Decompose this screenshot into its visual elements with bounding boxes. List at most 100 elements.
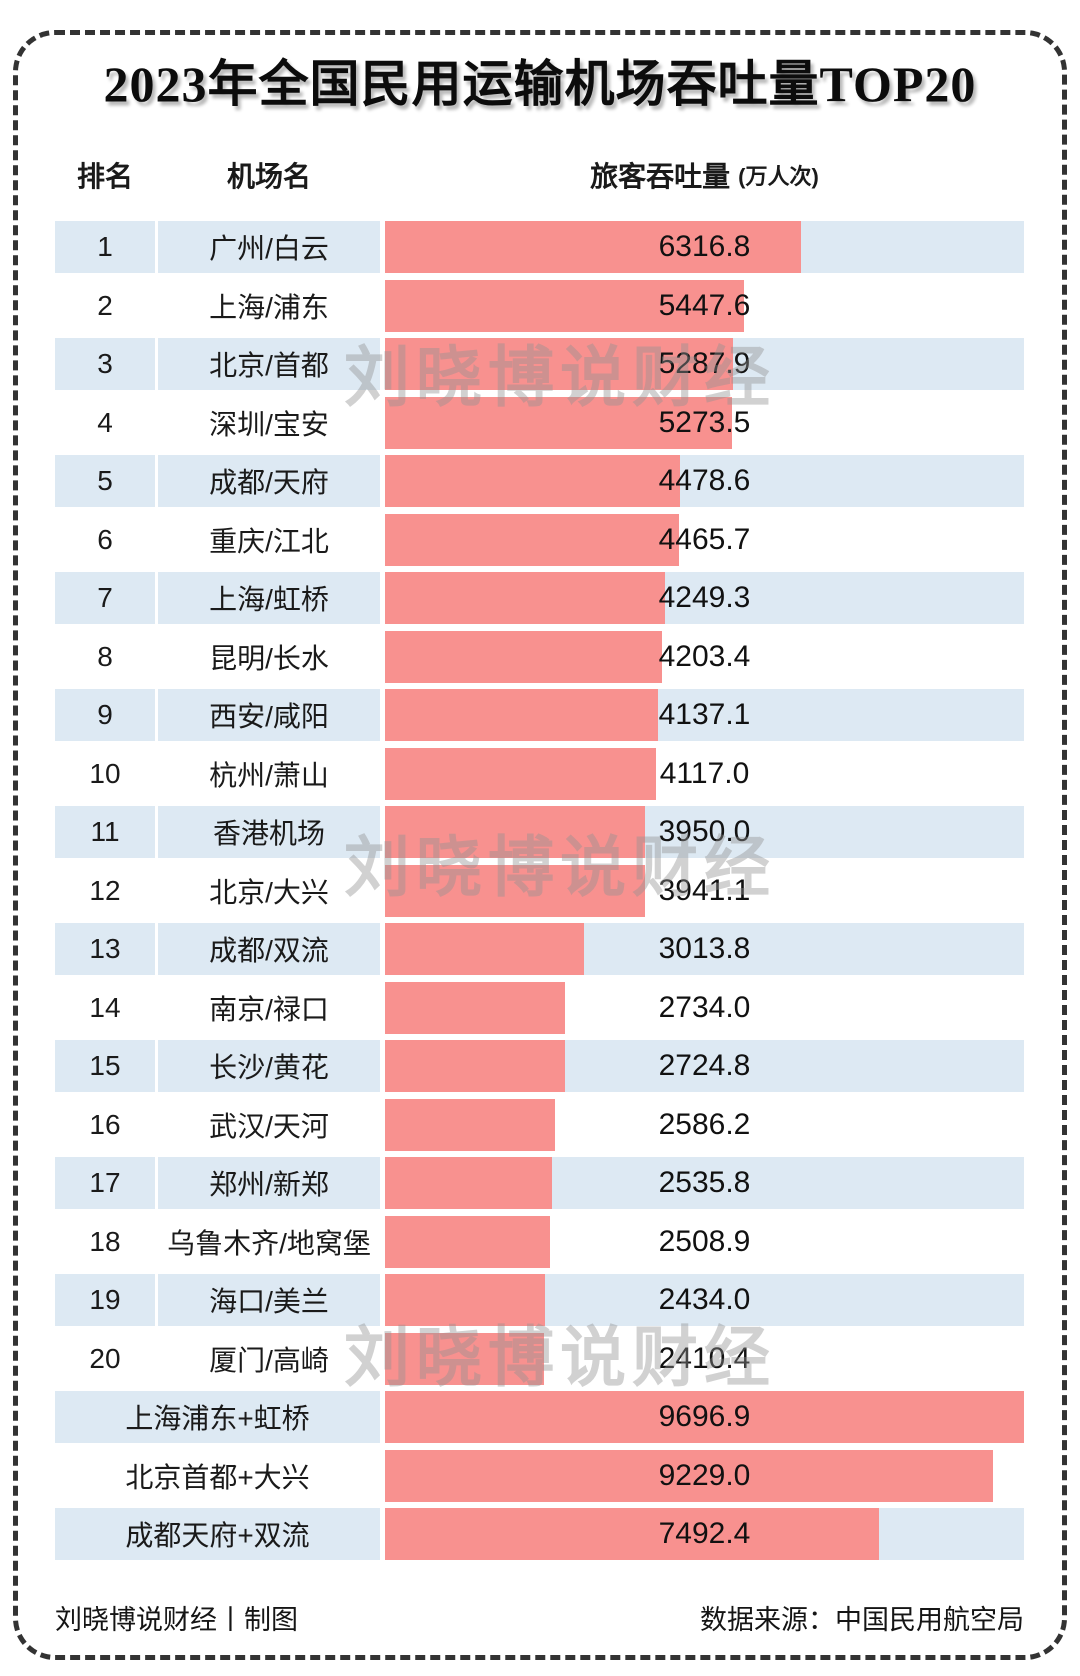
- bar: [385, 1157, 553, 1209]
- rank-cell: 4: [97, 406, 113, 438]
- bar-track: 3941.1: [385, 864, 1024, 917]
- bar-value: 2410.4: [658, 1341, 751, 1375]
- bar-value: 3013.8: [658, 932, 751, 965]
- bar: [385, 1332, 544, 1385]
- bar: [385, 221, 802, 273]
- table-row: 7 上海/虹桥 4249.3: [55, 572, 1024, 624]
- airport-cell: 重庆/江北: [209, 525, 329, 557]
- bar-value: 5447.6: [658, 288, 751, 322]
- bar: [385, 572, 665, 624]
- bar: [385, 455, 681, 507]
- header-throughput-unit: (万人次): [738, 164, 819, 189]
- rows: 1 广州/白云 6316.8 2 上海/浦东 5447.6 3 北京/首都 5287.9 4 深圳/…: [55, 221, 1024, 1560]
- summary-label-cell: 北京首都+大兴: [125, 1461, 310, 1493]
- bar-value: 2434.0: [658, 1283, 751, 1316]
- bar-value: 6316.8: [658, 230, 751, 263]
- rank-cell: 10: [89, 757, 121, 789]
- bar-value: 2586.2: [658, 1107, 751, 1141]
- header-airport: 机场名: [226, 161, 311, 192]
- airport-cell: 深圳/宝安: [209, 408, 329, 440]
- bar-track: 2734.0: [385, 981, 1024, 1034]
- bar: [385, 279, 744, 332]
- table-row: 1 广州/白云 6316.8: [55, 221, 1024, 273]
- bar: [385, 630, 662, 683]
- table-row: 10 杭州/萧山 4117.0: [55, 747, 1024, 800]
- airport-cell: 杭州/萧山: [209, 759, 329, 791]
- rank-cell: 6: [97, 523, 113, 555]
- rank-cell: 18: [89, 1225, 121, 1257]
- rank-cell: 15: [55, 1040, 155, 1092]
- airport-cell: 西安/咸阳: [158, 689, 380, 741]
- table-row: 20 厦门/高崎 2410.4: [55, 1332, 1024, 1385]
- airport-cell: 南京/禄口: [209, 993, 329, 1025]
- bar-track: 3013.8: [385, 923, 1024, 975]
- bar-track: 4117.0: [385, 747, 1024, 800]
- header-rank: 排名: [76, 161, 133, 192]
- bar-value: 2724.8: [658, 1049, 751, 1082]
- rank-cell: 19: [55, 1274, 155, 1326]
- table-row: 11 香港机场 3950.0: [55, 806, 1024, 858]
- rank-cell: 16: [89, 1108, 121, 1140]
- bar-value: 3941.1: [658, 873, 751, 907]
- table-header: 排名 机场名 旅客吞吐量 (万人次): [0, 154, 1080, 196]
- header-throughput: 旅客吞吐量 (万人次): [385, 154, 1024, 196]
- bar-value: 4203.4: [658, 639, 751, 673]
- table-row: 9 西安/咸阳 4137.1: [55, 689, 1024, 741]
- airport-cell: 上海/浦东: [209, 291, 329, 323]
- bar-value: 2508.9: [658, 1224, 751, 1258]
- airport-cell: 郑州/新郑: [158, 1157, 380, 1209]
- bar-track: 5287.9: [385, 338, 1024, 390]
- bar: [385, 689, 658, 741]
- bar-track: 4203.4: [385, 630, 1024, 683]
- footer-source: 数据来源：中国民用航空局: [700, 1605, 1024, 1635]
- rank-cell: 9: [55, 689, 155, 741]
- rank-cell: 12: [89, 874, 121, 906]
- bar-track: 4249.3: [385, 572, 1024, 624]
- bar-track: 3950.0: [385, 806, 1024, 858]
- bar: [385, 513, 680, 566]
- header-throughput-label: 旅客吞吐量: [590, 161, 731, 192]
- bar: [385, 1274, 546, 1326]
- bar-track: 5273.5: [385, 396, 1024, 449]
- bar-track: 5447.6: [385, 279, 1024, 332]
- bar-value: 4478.6: [658, 464, 751, 497]
- bar-value: 9696.9: [658, 1400, 751, 1433]
- table-row: 15 长沙/黄花 2724.8: [55, 1040, 1024, 1092]
- rank-cell: 7: [55, 572, 155, 624]
- bar: [385, 1215, 551, 1268]
- bar-track: 4465.7: [385, 513, 1024, 566]
- airport-cell: 香港机场: [158, 806, 380, 858]
- summary-label-cell: 上海浦东+虹桥: [55, 1391, 380, 1443]
- bar-track: 2508.9: [385, 1215, 1024, 1268]
- table-row: 8 昆明/长水 4203.4: [55, 630, 1024, 683]
- bar: [385, 1098, 556, 1151]
- bar-track: 4478.6: [385, 455, 1024, 507]
- bar-value: 4117.0: [659, 756, 750, 790]
- bar: [385, 1508, 879, 1560]
- bar-track: 2724.8: [385, 1040, 1024, 1092]
- rank-cell: 11: [55, 806, 155, 858]
- airport-cell: 海口/美兰: [158, 1274, 380, 1326]
- rank-cell: 13: [55, 923, 155, 975]
- bar: [385, 1391, 1024, 1443]
- table-row: 16 武汉/天河 2586.2: [55, 1098, 1024, 1151]
- bar: [385, 338, 734, 390]
- rank-cell: 8: [97, 640, 113, 672]
- airport-cell: 武汉/天河: [209, 1110, 329, 1142]
- airport-cell: 昆明/长水: [209, 642, 329, 674]
- bar-track: 2586.2: [385, 1098, 1024, 1151]
- bar-track: 2434.0: [385, 1274, 1024, 1326]
- rank-cell: 1: [55, 221, 155, 273]
- bar-value: 4249.3: [658, 581, 751, 614]
- bar-value: 2734.0: [658, 990, 751, 1024]
- bar-track: 2535.8: [385, 1157, 1024, 1209]
- bar-track: 2410.4: [385, 1332, 1024, 1385]
- rank-cell: 2: [97, 289, 113, 321]
- airport-cell: 广州/白云: [158, 221, 380, 273]
- airport-cell: 长沙/黄花: [158, 1040, 380, 1092]
- rank-cell: 5: [55, 455, 155, 507]
- table-row: 成都天府+双流 7492.4: [55, 1508, 1024, 1560]
- bar: [385, 396, 733, 449]
- table-row: 4 深圳/宝安 5273.5: [55, 396, 1024, 449]
